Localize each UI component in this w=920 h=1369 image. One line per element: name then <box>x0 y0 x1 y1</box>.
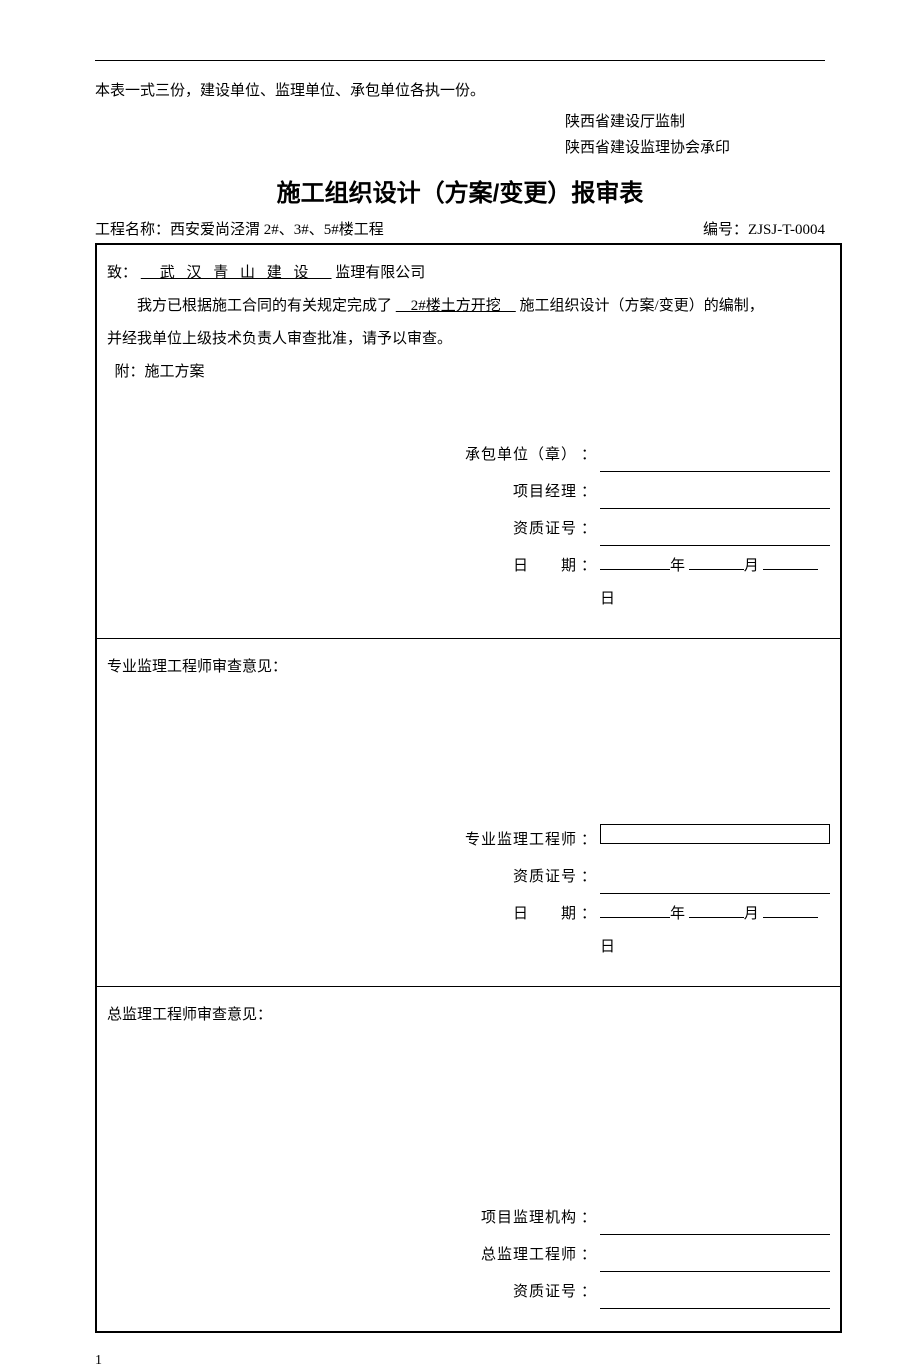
body-underline: 2#楼土方开挖 <box>396 298 516 314</box>
agency-value <box>600 1202 830 1235</box>
top-rule <box>95 60 825 61</box>
pm-value <box>600 476 830 509</box>
form-title: 施工组织设计（方案/变更）报审表 <box>95 173 825 208</box>
section-1: 致： 武 汉 青 山 建 设 监理有限公司 我方已根据施工合同的有关规定完成了 … <box>96 244 841 639</box>
cert-label-3: 资质证号 <box>447 1276 577 1309</box>
contractor-label: 承包单位（章） <box>447 439 577 472</box>
meta-row: 工程名称：西安爱尚泾渭 2#、3#、5#楼工程 编号：ZJSJ-T-0004 <box>95 218 825 239</box>
chief-value <box>600 1239 830 1272</box>
authority-line-2: 陕西省建设监理协会承印 <box>565 136 825 162</box>
body-prefix: 我方已根据施工合同的有关规定完成了 <box>137 298 392 314</box>
cert-value-1 <box>600 513 830 546</box>
date-label-2: 日 期 <box>447 898 577 964</box>
chief-label: 总监理工程师 <box>447 1239 577 1272</box>
cert-value-3 <box>600 1276 830 1309</box>
cert-label-2: 资质证号 <box>447 861 577 894</box>
section-3: 总监理工程师审查意见： 项目监理机构 ： 总监理工程师 ： 资质证号 ： <box>96 987 841 1333</box>
header-note: 本表一式三份，建设单位、监理单位、承包单位各执一份。 <box>95 79 825 100</box>
body-line-1: 我方已根据施工合同的有关规定完成了 2#楼土方开挖 施工组织设计（方案/变更）的… <box>107 290 830 323</box>
date-value-2: 年 月 日 <box>600 898 830 964</box>
pm-label: 项目经理 <box>447 476 577 509</box>
section3-heading: 总监理工程师审查意见： <box>107 999 830 1032</box>
date-label-1: 日 期 <box>447 550 577 616</box>
form-table: 致： 武 汉 青 山 建 设 监理有限公司 我方已根据施工合同的有关规定完成了 … <box>95 243 842 1333</box>
project-value: 西安爱尚泾渭 2#、3#、5#楼工程 <box>170 222 384 238</box>
authority-line-1: 陕西省建设厅监制 <box>565 110 825 136</box>
agency-label: 项目监理机构 <box>447 1202 577 1235</box>
date-value-1: 年 月 日 <box>600 550 830 616</box>
sig-block-1: 承包单位（章） ： 项目经理 ： 资质证号 ： 日 期 ： <box>107 439 830 616</box>
to-label: 致： <box>107 265 137 281</box>
number-label: 编号： <box>703 222 748 238</box>
contractor-value <box>600 439 830 472</box>
page-number: 1 <box>95 1353 825 1369</box>
to-line: 致： 武 汉 青 山 建 设 监理有限公司 <box>107 265 425 281</box>
number-value: ZJSJ-T-0004 <box>748 222 825 238</box>
to-value: 武 汉 青 山 建 设 <box>141 265 332 281</box>
sig-block-2: 专业监理工程师 ： 资质证号 ： 日 期 ： 年 月 日 <box>107 824 830 964</box>
sig-block-3: 项目监理机构 ： 总监理工程师 ： 资质证号 ： <box>107 1202 830 1309</box>
project-label: 工程名称： <box>95 222 170 238</box>
engineer-label: 专业监理工程师 <box>447 824 577 857</box>
project-name: 工程名称：西安爱尚泾渭 2#、3#、5#楼工程 <box>95 218 384 239</box>
body-suffix: 施工组织设计（方案/变更）的编制， <box>520 298 764 314</box>
section2-heading: 专业监理工程师审查意见： <box>107 651 830 684</box>
authority-block: 陕西省建设厅监制 陕西省建设监理协会承印 <box>95 110 825 161</box>
to-suffix: 监理有限公司 <box>335 265 425 281</box>
cert-label-1: 资质证号 <box>447 513 577 546</box>
attachment: 附：施工方案 <box>107 356 830 389</box>
engineer-box <box>600 824 830 844</box>
cert-value-2 <box>600 861 830 894</box>
section-2: 专业监理工程师审查意见： 专业监理工程师 ： 资质证号 ： 日 期 ： <box>96 639 841 987</box>
form-number: 编号：ZJSJ-T-0004 <box>703 218 825 239</box>
body-line-2: 并经我单位上级技术负责人审查批准，请予以审查。 <box>107 323 830 356</box>
